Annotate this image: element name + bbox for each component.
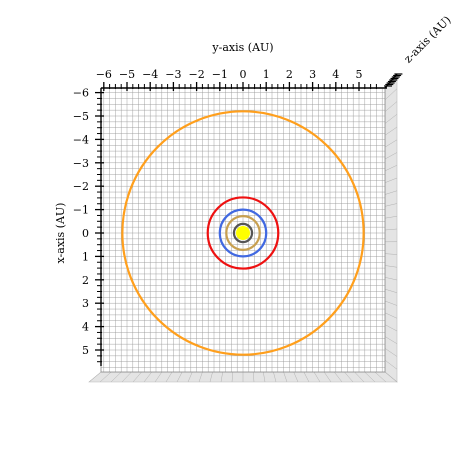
y-tick-label: −4	[142, 68, 158, 81]
orbits	[121, 110, 365, 356]
floor-gridline	[198, 371, 203, 383]
y-axis-ticks: −6 −5 −4 −3 −2 −1 0 1 2 3 4 5	[96, 68, 387, 91]
floor-gridline	[293, 371, 299, 383]
y-tick-label: 2	[286, 68, 293, 81]
x-tick-label: 0	[82, 227, 89, 240]
floor-gridline	[354, 371, 365, 383]
x-tick-label: 1	[82, 250, 89, 263]
floor-gridline	[231, 371, 234, 383]
floor-gridline	[273, 371, 277, 383]
right-wall-gridline	[384, 88, 398, 101]
floor-gridline	[313, 371, 321, 383]
right-wall-gridline	[384, 253, 398, 255]
sun-point	[236, 226, 250, 240]
floor-gridline	[323, 371, 332, 383]
orbit-path	[232, 222, 254, 244]
right-wall-gridline	[384, 126, 398, 136]
right-wall-gridline	[384, 177, 398, 183]
right-wall-gridline	[384, 101, 398, 112]
y-tick-label: 0	[240, 68, 247, 81]
right-wall-gridline	[384, 152, 398, 160]
grid	[100, 87, 386, 373]
floor-gridline	[303, 371, 310, 383]
x-tick-label: 5	[82, 344, 89, 357]
y-tick-label: 3	[309, 68, 316, 81]
y-tick-label: 1	[263, 68, 270, 81]
y-tick-label: 4	[332, 68, 339, 81]
right-wall-gridline	[384, 165, 398, 172]
floor-gridline	[334, 371, 343, 383]
z-axis-stub	[384, 73, 403, 89]
floor-gridline	[176, 371, 183, 383]
floor-gridline	[364, 371, 376, 383]
floor-gridline	[99, 371, 112, 383]
right-wall-gridline	[384, 216, 398, 219]
x-tick-label: 2	[82, 274, 89, 287]
floor-bottom	[88, 371, 398, 383]
right-wall-gridline	[384, 265, 398, 268]
right-wall-gridline	[384, 300, 398, 306]
x-tick-label: −1	[73, 204, 89, 217]
floor-gridline	[283, 371, 288, 383]
floor-gridline	[252, 371, 255, 383]
right-wall-gridline	[384, 228, 398, 231]
y-tick-label: −3	[165, 68, 181, 81]
y-tick-label: −1	[212, 68, 228, 81]
floor-gridline	[263, 371, 266, 383]
floor-gridline	[121, 371, 132, 383]
x-tick-label: −3	[73, 157, 89, 170]
x-tick-label: −4	[73, 133, 89, 146]
right-wall-gridline	[384, 203, 398, 207]
floor-gridline	[374, 371, 387, 383]
x-tick-label: 3	[82, 297, 89, 310]
orbit-path	[218, 208, 268, 258]
x-axis-label: x-axis (AU)	[54, 203, 67, 264]
floor-gridline	[384, 371, 398, 383]
right-wall-gridline	[384, 324, 398, 332]
right-wall-gridline	[384, 348, 398, 357]
x-tick-label: −2	[73, 180, 89, 193]
x-axis-ticks: −6 −5 −4 −3 −2 −1 0 1 2 3 4 5	[73, 87, 104, 366]
y-tick-label: −5	[119, 68, 135, 81]
right-wall-gridline	[384, 277, 398, 281]
floor-gridline	[165, 371, 173, 383]
sun-marker	[236, 226, 250, 240]
right-wall-gridline	[384, 359, 398, 370]
floor-gridline	[143, 371, 152, 383]
right-wall-gridline	[384, 139, 398, 148]
right-wall-gridline	[384, 190, 398, 195]
orbit-path	[121, 110, 365, 356]
floor-gridline	[209, 371, 213, 383]
y-axis-label: y-axis (AU)	[211, 41, 273, 54]
floor-gridline	[154, 371, 163, 383]
x-tick-label: −5	[73, 110, 89, 123]
right-wall-gridline	[384, 312, 398, 319]
floor-gridline	[110, 371, 122, 383]
y-tick-label: −2	[188, 68, 204, 81]
floor-gridline	[344, 371, 354, 383]
floor-gridline	[187, 371, 193, 383]
right-wall-gridline	[384, 288, 398, 293]
x-tick-label: −6	[73, 87, 89, 100]
floor-gridline	[220, 371, 223, 383]
right-wall-gridline	[384, 114, 398, 124]
y-tick-label: 5	[356, 68, 363, 81]
floor-gridline	[88, 371, 102, 383]
side-wall-right	[384, 75, 398, 383]
orbit-path	[225, 215, 261, 251]
z-axis-label: z-axis (AU)	[401, 13, 453, 65]
y-tick-label: −6	[96, 68, 112, 81]
right-wall-gridline	[384, 336, 398, 344]
x-tick-label: 4	[82, 321, 89, 334]
floor-gridline	[132, 371, 142, 383]
orbit-path	[206, 196, 280, 270]
